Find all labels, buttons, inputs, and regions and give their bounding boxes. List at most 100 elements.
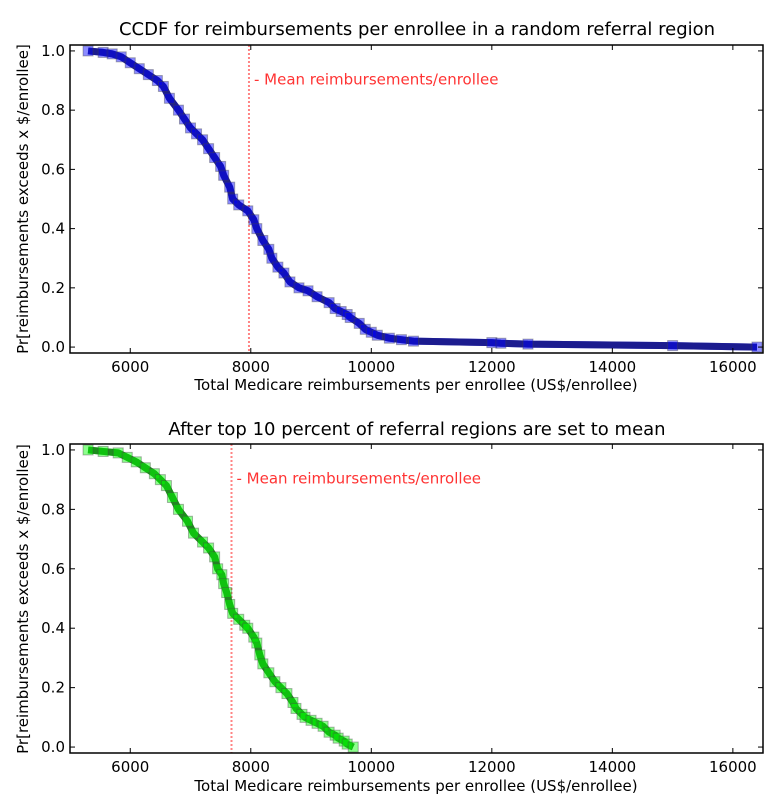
data-point [323, 726, 335, 738]
y-tick-label: 0.6 [41, 560, 65, 578]
data-point [221, 587, 233, 599]
data-point [215, 160, 227, 172]
data-point [209, 551, 221, 563]
data-point [317, 720, 329, 732]
mean-annotation: - Mean reimbursements/enrollee [254, 71, 499, 89]
data-point [112, 447, 124, 459]
data-point [293, 282, 305, 294]
data-point [486, 337, 498, 349]
data-point [329, 303, 341, 315]
data-point [227, 193, 239, 205]
data-point [495, 337, 507, 349]
data-point [142, 69, 154, 81]
data-point [266, 252, 278, 264]
x-axis-label: Total Medicare reimbursements per enroll… [193, 376, 637, 394]
data-point [353, 317, 365, 329]
data-point [160, 480, 172, 492]
x-tick-label: 12000 [468, 358, 516, 376]
data-point [182, 515, 194, 527]
panel-bottom-adjusted: After top 10 percent of referral regions… [14, 419, 764, 795]
data-point [166, 491, 178, 503]
data-point [263, 667, 275, 679]
data-point [311, 717, 323, 729]
x-tick-label: 8000 [232, 358, 270, 376]
data-point [239, 619, 251, 631]
data-point [275, 682, 287, 694]
data-point [242, 622, 254, 634]
data-point [178, 113, 190, 125]
data-point [347, 741, 359, 753]
data-point [97, 46, 109, 58]
x-tick-label: 14000 [588, 358, 636, 376]
data-point [365, 326, 377, 338]
data-point [185, 122, 197, 134]
axes-frame [69, 443, 764, 754]
data-point [332, 732, 344, 744]
y-tick-label: 0.8 [41, 101, 65, 119]
data-point [269, 676, 281, 688]
data-point [218, 578, 230, 590]
y-tick-label: 1.0 [41, 42, 65, 60]
x-tick-label: 6000 [111, 758, 149, 776]
data-point [281, 688, 293, 700]
data-point [203, 143, 215, 155]
y-tick-label: 0.0 [41, 338, 65, 356]
data-point [257, 234, 269, 246]
data-point [371, 329, 383, 341]
data-point [151, 75, 163, 87]
y-tick-label: 0.4 [41, 220, 65, 238]
x-tick-label: 14000 [588, 758, 636, 776]
data-point [191, 128, 203, 140]
data-point [172, 104, 184, 116]
data-point [121, 451, 133, 463]
data-point [197, 134, 209, 146]
data-point [82, 45, 94, 57]
data-point [296, 708, 308, 720]
data-point [335, 306, 347, 318]
data-point [163, 92, 175, 104]
series-line-shadow [87, 446, 355, 751]
data-point [395, 334, 407, 346]
series-line-shadow [87, 47, 758, 351]
data-point [323, 297, 335, 309]
data-point [248, 631, 260, 643]
x-tick-label: 8000 [232, 758, 270, 776]
data-point [522, 338, 534, 350]
data-point [133, 63, 145, 75]
data-point [338, 735, 350, 747]
data-point [305, 714, 317, 726]
data-point [287, 696, 299, 708]
data-point [302, 285, 314, 297]
data-point [203, 542, 215, 554]
data-point [251, 223, 263, 235]
x-axis-label: Total Medicare reimbursements per enroll… [193, 777, 637, 795]
data-point [290, 702, 302, 714]
data-point [257, 658, 269, 670]
data-point [216, 569, 228, 581]
series-line [87, 47, 758, 351]
x-tick-label: 12000 [468, 758, 516, 776]
x-tick-label: 6000 [111, 358, 149, 376]
panel-top-ccdf: CCDF for reimbursements per enrollee in … [14, 19, 764, 394]
data-point [188, 527, 200, 539]
data-point [224, 598, 236, 610]
data-point [212, 563, 224, 575]
chart-title: CCDF for reimbursements per enrollee in … [119, 19, 715, 40]
y-tick-label: 0.8 [41, 500, 65, 518]
data-point [284, 276, 296, 288]
y-tick-label: 0.2 [41, 279, 65, 297]
data-point [148, 468, 160, 480]
y-tick-label: 0.2 [41, 679, 65, 697]
data-point [82, 444, 94, 456]
data-point [341, 309, 353, 320]
data-point [341, 738, 353, 750]
data-point [197, 536, 209, 548]
data-point [224, 181, 236, 193]
series-line [87, 446, 355, 751]
y-tick-label: 0.4 [41, 619, 65, 637]
y-tick-label: 0.6 [41, 160, 65, 178]
data-point [172, 503, 184, 515]
y-axis-label: Pr[reimbursements exceeds x $/enrollee] [14, 444, 32, 754]
x-tick-label: 10000 [347, 358, 395, 376]
